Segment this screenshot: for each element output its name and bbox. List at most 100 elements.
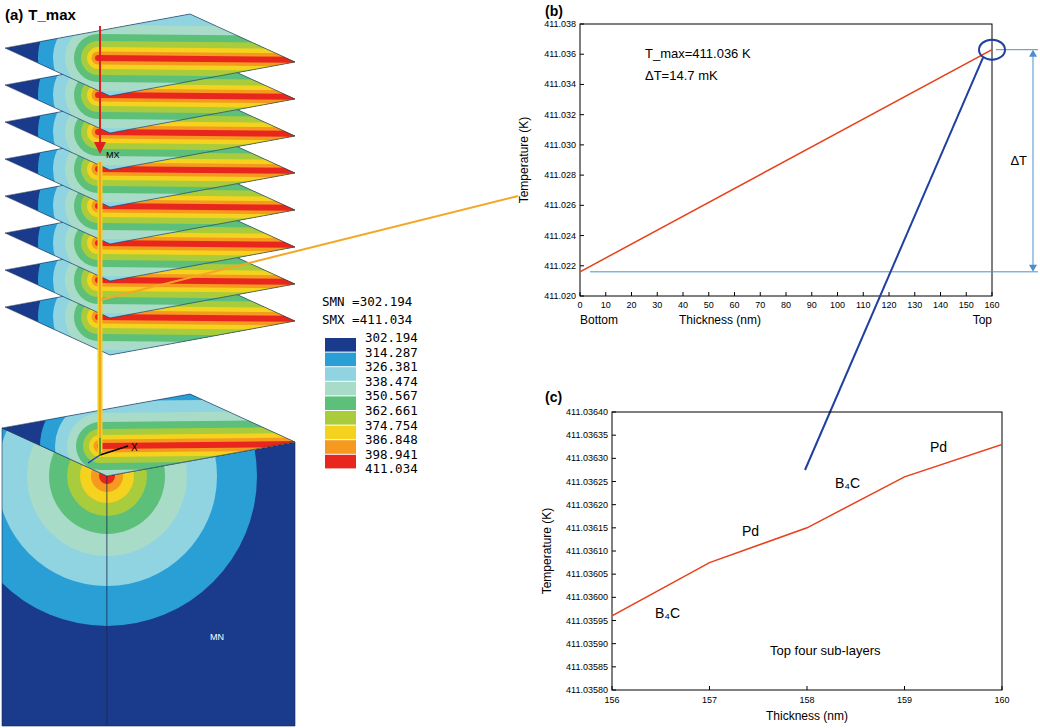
legend-swatch xyxy=(325,411,356,425)
legend-level: 302.194 xyxy=(365,330,418,345)
x-tick xyxy=(605,292,606,296)
y-tick xyxy=(612,458,616,459)
arrow-head xyxy=(94,142,106,154)
contour-band xyxy=(98,206,310,208)
axis-triad xyxy=(88,455,100,463)
contour-band xyxy=(98,317,310,319)
contour-band xyxy=(98,280,310,282)
y-tick xyxy=(612,435,616,436)
y-tick-label: 411.03590 xyxy=(566,639,608,649)
y-tick-label: 411.03585 xyxy=(566,662,608,672)
contour-band xyxy=(98,95,310,97)
x-tick xyxy=(760,292,761,296)
x-tick xyxy=(1002,686,1003,690)
legend-level: 374.754 xyxy=(365,418,418,433)
contour-band xyxy=(98,243,310,245)
x-tick-label: 140 xyxy=(933,300,948,310)
x-axis-title: Thickness (nm) xyxy=(766,709,848,723)
x-tick-label: 100 xyxy=(830,300,845,310)
y-tick-label: 411.032 xyxy=(544,110,576,120)
contour-band xyxy=(98,206,310,208)
x-tick xyxy=(580,292,581,296)
y-tick-label: 411.03625 xyxy=(566,477,608,487)
plot-frame xyxy=(612,412,1002,690)
contour-band xyxy=(98,58,310,60)
contour-band xyxy=(100,444,300,446)
contour-band xyxy=(98,280,310,282)
contour-band xyxy=(100,444,300,446)
y-tick xyxy=(612,643,616,644)
panel-label: (a) xyxy=(5,6,23,23)
contour-band xyxy=(98,169,310,171)
plate-edge xyxy=(5,14,295,96)
annotation: B₄C xyxy=(655,605,680,621)
data-line xyxy=(580,50,992,272)
y-tick-label: 411.03635 xyxy=(566,430,608,440)
contour-band xyxy=(98,243,310,245)
x-tick-label: 156 xyxy=(604,695,619,705)
x-tick xyxy=(709,686,710,690)
x-tick-label: 158 xyxy=(799,695,814,705)
plot-frame xyxy=(580,24,992,296)
contour-band xyxy=(98,206,310,208)
contour-band xyxy=(100,444,300,446)
x-tick-label: 80 xyxy=(781,300,791,310)
panel-label: (c) xyxy=(545,389,562,405)
contour-band xyxy=(98,95,310,97)
contour-band xyxy=(98,280,310,282)
x-tick xyxy=(811,292,812,296)
contour-band xyxy=(98,317,310,319)
arrow xyxy=(99,26,101,144)
hot-column xyxy=(98,162,103,452)
y-tick-label: 411.03605 xyxy=(566,569,608,579)
contour-face xyxy=(5,236,310,318)
x-tick-label: 20 xyxy=(626,300,636,310)
y-tick-label: 411.03630 xyxy=(566,453,608,463)
x-tick-label: 160 xyxy=(984,300,999,310)
contour-band xyxy=(98,132,310,134)
contour-face xyxy=(5,199,310,281)
y-tick-label: 411.03640 xyxy=(566,407,608,417)
x-tick-label: 70 xyxy=(755,300,765,310)
panel-b: 411.020411.022411.024411.026411.028411.0… xyxy=(517,3,1038,327)
x-tick xyxy=(904,686,905,690)
x-tick-label: 10 xyxy=(601,300,611,310)
contour-band xyxy=(98,58,310,60)
x-tick xyxy=(863,292,864,296)
contour-face xyxy=(5,88,310,170)
x-tick-label: 110 xyxy=(856,300,870,310)
annotation: Pd xyxy=(742,523,759,539)
contour-band xyxy=(98,132,310,134)
x-tick-label: 159 xyxy=(897,695,912,705)
legend-min: SMN =302.194 xyxy=(322,294,412,309)
x-tick xyxy=(657,292,658,296)
contour-band xyxy=(98,169,310,171)
y-tick-label: 411.03615 xyxy=(566,523,608,533)
contour-band xyxy=(98,206,310,208)
legend-level: 411.034 xyxy=(365,461,418,476)
contour-band xyxy=(98,169,310,171)
contour-face xyxy=(5,51,310,133)
y-tick xyxy=(612,412,616,413)
x-tick xyxy=(914,292,915,296)
contour-band xyxy=(98,243,310,245)
x-tick xyxy=(807,686,808,690)
x-tick xyxy=(966,292,967,296)
contour-band xyxy=(98,280,310,282)
data-line xyxy=(612,444,1002,615)
y-tick-label: 411.034 xyxy=(544,79,576,89)
contour-band xyxy=(98,280,310,282)
y-tick xyxy=(612,551,616,552)
y-tick-label: 411.03610 xyxy=(566,546,608,556)
contour-band xyxy=(98,243,310,245)
x-tick-label: 157 xyxy=(702,695,717,705)
legend-swatch xyxy=(325,367,356,381)
x-tick-label: 0 xyxy=(577,300,582,310)
contour-band xyxy=(98,132,310,134)
y-tick-label: 411.024 xyxy=(544,231,576,241)
legend-swatch xyxy=(325,396,356,410)
contour-band xyxy=(98,243,310,245)
contour-band xyxy=(98,206,310,208)
x-tick xyxy=(683,292,684,296)
contour-band xyxy=(100,444,300,446)
